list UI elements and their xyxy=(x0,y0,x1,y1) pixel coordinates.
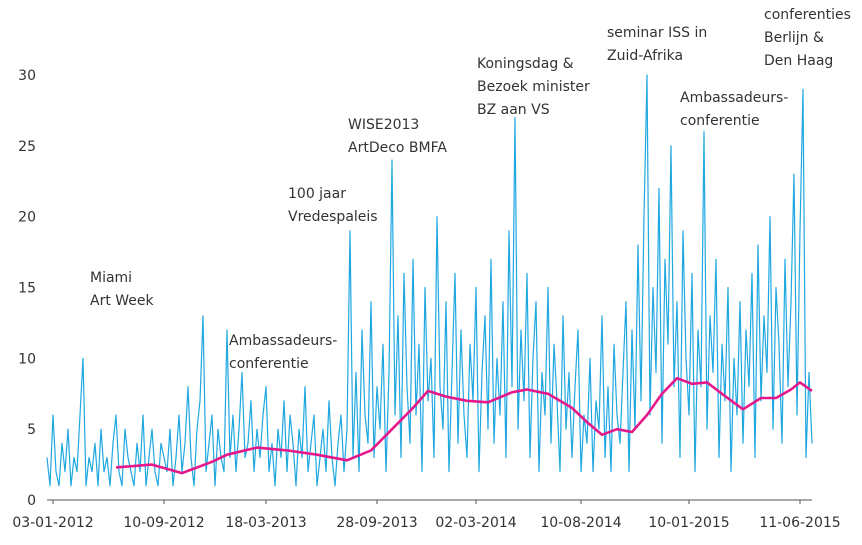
x-tick-label: 28-09-2013 xyxy=(336,515,417,531)
annotation: Ambassadeurs- xyxy=(229,333,337,349)
annotation: ArtDeco BMFA xyxy=(348,140,447,156)
x-tick-label: 02-03-2014 xyxy=(435,515,516,531)
x-tick-label: 03-01-2012 xyxy=(12,515,93,531)
x-tick-label: 11-06-2015 xyxy=(759,515,840,531)
annotation: Berlijn & xyxy=(764,30,824,46)
annotation: 100 jaar xyxy=(288,186,346,202)
annotation: conferentie xyxy=(680,113,760,129)
average-line xyxy=(115,376,813,475)
annotation: Zuid-Afrika xyxy=(607,48,683,64)
x-tick-label: 10-08-2014 xyxy=(540,515,621,531)
annotation: Miami xyxy=(90,270,132,286)
y-tick-label: 0 xyxy=(27,493,36,509)
annotation: Vredespaleis xyxy=(288,209,378,225)
annotation: conferenties xyxy=(764,7,851,23)
annotation: Den Haag xyxy=(764,53,833,69)
annotation: BZ aan VS xyxy=(477,102,550,118)
annotation: Art Week xyxy=(90,293,155,309)
annotation: conferentie xyxy=(229,356,309,372)
annotation: WISE2013 xyxy=(348,117,419,133)
x-tick-label: 10-09-2012 xyxy=(123,515,204,531)
x-tick-label: 10-01-2015 xyxy=(648,515,729,531)
annotation: Ambassadeurs- xyxy=(680,90,788,106)
x-tick-label: 18-03-2013 xyxy=(225,515,306,531)
y-tick-label: 10 xyxy=(18,351,36,367)
annotation: Bezoek minister xyxy=(477,79,590,95)
y-tick-label: 25 xyxy=(18,139,36,155)
y-tick-label: 15 xyxy=(18,281,36,297)
daily-line xyxy=(46,74,813,487)
annotation: Koningsdag & xyxy=(477,56,574,72)
annotation: seminar ISS in xyxy=(607,25,707,41)
y-tick-label: 30 xyxy=(18,68,36,84)
y-tick-label: 5 xyxy=(27,422,36,438)
y-tick-label: 20 xyxy=(18,210,36,226)
